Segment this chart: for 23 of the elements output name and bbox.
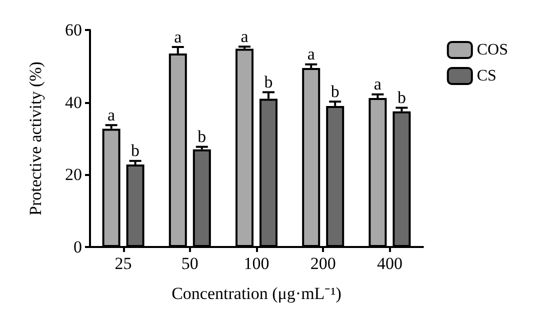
data-label: b [264,72,273,92]
data-label: b [397,88,406,107]
data-label: a [374,74,382,94]
legend-label: CS [476,68,496,84]
x-axis-title: Concentration (μg·mL⁻¹) [172,284,342,303]
data-label: a [174,27,182,46]
y-tick-label: 20 [65,165,82,184]
y-tick-label: 0 [74,238,82,256]
x-tick-label: 50 [181,254,198,273]
data-label: b [330,82,340,101]
data-label: a [240,26,249,46]
x-tick-label: 200 [310,254,336,273]
data-label: b [131,141,140,160]
legend-label: COS [476,42,508,58]
x-tick-label: 25 [114,254,132,273]
y-axis-title: Protective activity (%) [26,62,45,216]
y-tick-label: 60 [65,20,82,40]
x-tick-label: 100 [244,254,270,273]
data-label: a [108,105,116,124]
y-tick-label: 40 [65,92,82,112]
x-tick-label: 400 [376,254,402,273]
data-label: b [198,126,206,146]
data-label: a [307,44,316,64]
